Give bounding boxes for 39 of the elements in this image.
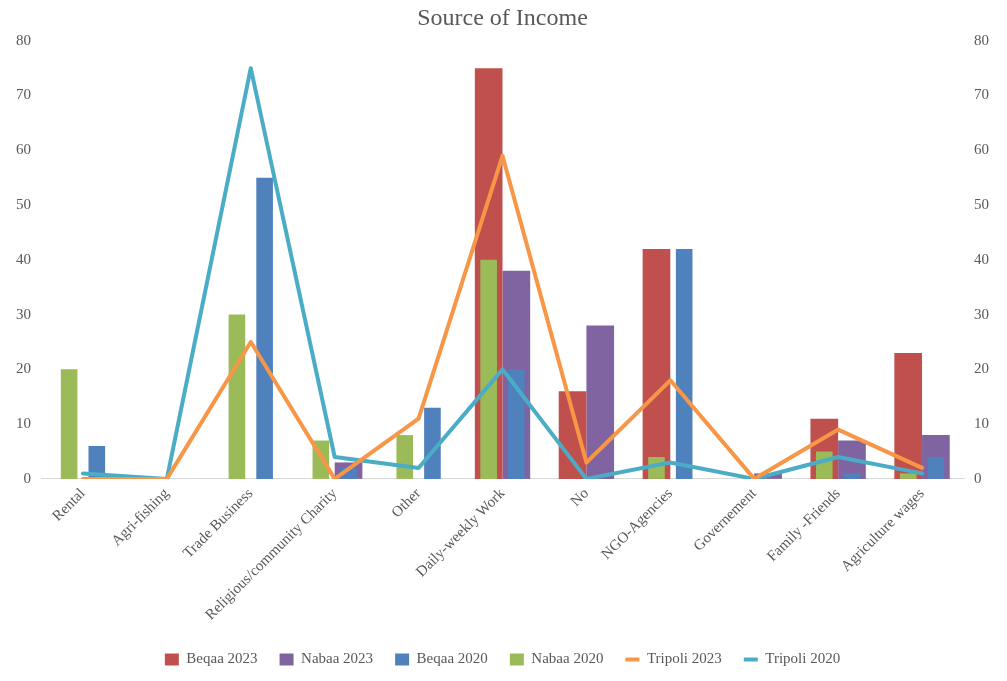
y2-tick-label: 80 (974, 31, 989, 48)
bar (642, 248, 671, 479)
bar (480, 259, 497, 479)
legend-label: Nabaa 2023 (301, 650, 374, 667)
legend-label: Tripoli 2023 (646, 650, 722, 667)
chart-title: Source of Income (417, 3, 588, 30)
y2-tick-label: 20 (974, 360, 989, 377)
y-tick-label: 70 (16, 86, 31, 103)
y-tick-label: 0 (23, 469, 31, 486)
legend-label: Beqaa 2023 (186, 650, 258, 667)
bar (927, 456, 945, 479)
y-tick-label: 50 (16, 196, 31, 213)
y-tick-label: 30 (16, 305, 31, 322)
y-tick-label: 20 (16, 360, 31, 377)
y-tick-label: 10 (16, 415, 31, 432)
y-tick-label: 40 (16, 250, 31, 267)
legend-label: Nabaa 2020 (531, 650, 604, 667)
y2-tick-label: 0 (974, 469, 982, 486)
legend-label: Tripoli 2020 (765, 650, 841, 667)
bar (899, 473, 917, 479)
bar (256, 177, 273, 479)
y2-tick-label: 10 (974, 415, 989, 432)
y2-tick-label: 40 (974, 250, 989, 267)
x-tick-label: No (567, 484, 592, 510)
y-tick-label: 80 (16, 31, 31, 48)
bar (586, 325, 615, 479)
bar (424, 407, 441, 479)
bar (843, 473, 861, 479)
bar (60, 369, 78, 479)
bar (675, 248, 693, 479)
bar (228, 314, 246, 479)
bar (508, 369, 525, 479)
legend-label: Beqaa 2020 (416, 650, 488, 667)
bar (894, 352, 923, 479)
y2-tick-label: 50 (974, 196, 989, 213)
y2-tick-label: 60 (974, 141, 989, 158)
y2-tick-label: 30 (974, 305, 989, 322)
y-tick-label: 60 (16, 141, 31, 158)
y2-tick-label: 70 (974, 86, 989, 103)
